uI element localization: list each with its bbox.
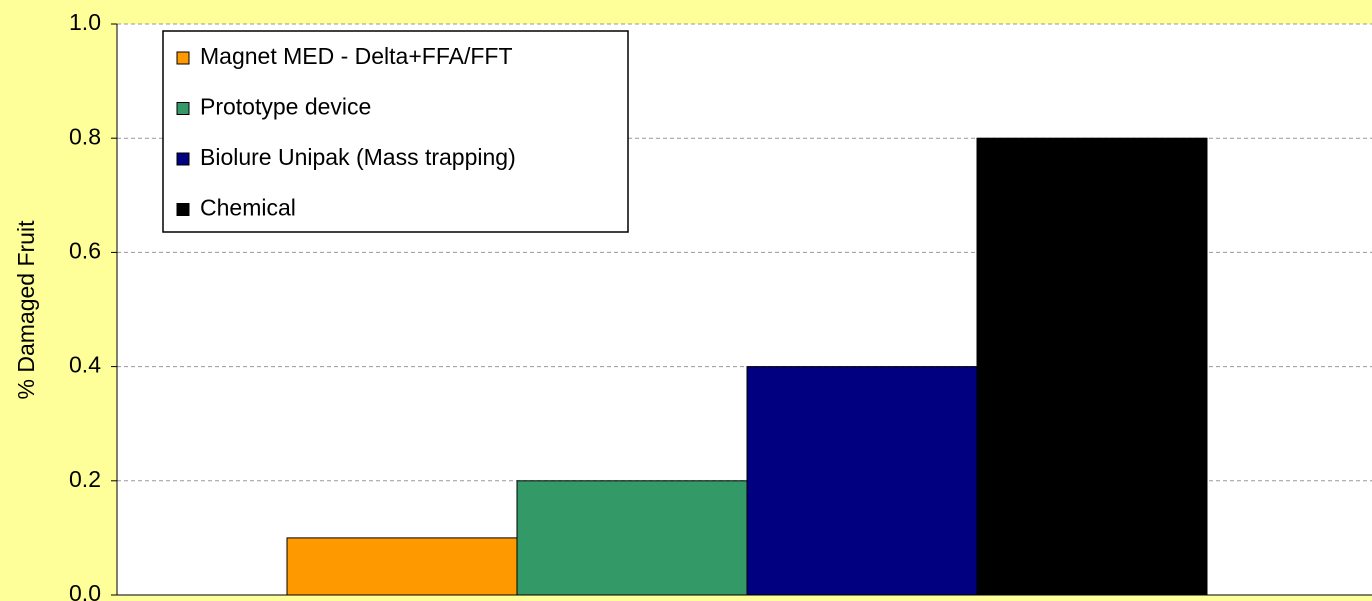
y-tick-label: 1.0	[69, 9, 101, 35]
bar	[516, 480, 748, 596]
bar	[286, 537, 518, 596]
legend-box	[162, 30, 629, 233]
bar	[746, 366, 978, 596]
legend-swatch	[176, 51, 190, 65]
legend-label: Chemical	[200, 195, 296, 221]
legend-swatch	[176, 102, 190, 115]
legend-label: Prototype device	[200, 94, 371, 120]
legend-swatch	[176, 152, 190, 166]
y-tick-label: 0.4	[69, 352, 101, 378]
legend-swatch	[176, 203, 190, 216]
y-axis-label: % Damaged Fruit	[13, 220, 39, 400]
y-tick-label: 0.0	[69, 580, 101, 601]
legend-label: Magnet MED - Delta+FFA/FFT	[200, 43, 513, 69]
y-tick-label: 0.6	[69, 237, 101, 263]
legend: Magnet MED - Delta+FFA/FFT Prototype devi…	[162, 30, 629, 233]
bar	[976, 137, 1208, 596]
legend-label: Biolure Unipak (Mass trapping)	[200, 144, 516, 170]
y-tick-label: 0.2	[69, 466, 101, 492]
y-tick-label: 0.8	[69, 123, 101, 149]
